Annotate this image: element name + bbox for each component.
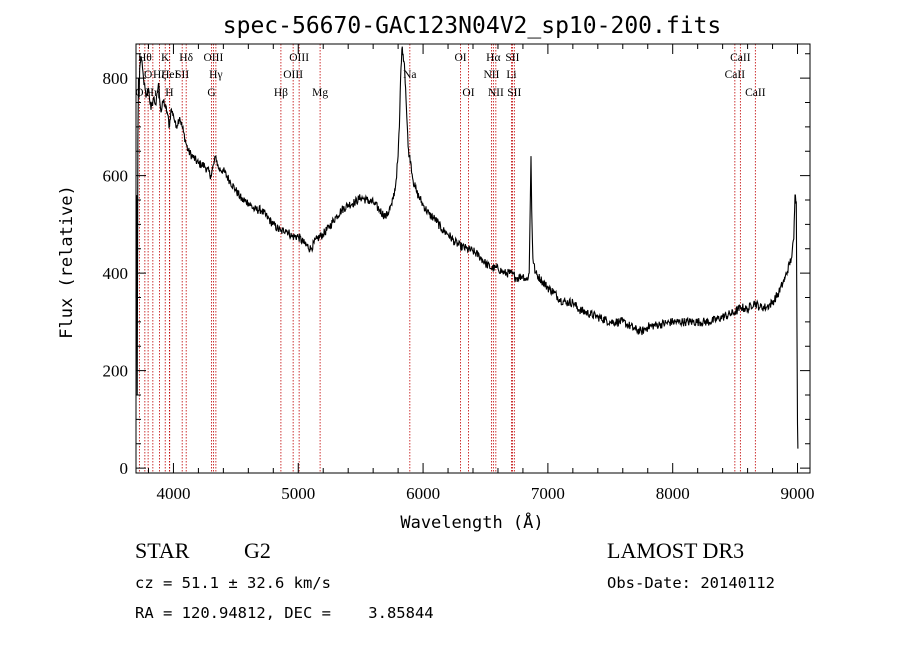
y-axis-label: Flux (relative): [57, 185, 77, 339]
redshift-cz: cz = 51.1 ± 32.6 km/s: [135, 574, 331, 592]
emission-line-label: Hβ: [274, 87, 288, 99]
emission-line-label: Hδ: [179, 52, 193, 64]
x-tick-label: 8000: [656, 484, 690, 503]
emission-line-label: Hγ: [209, 69, 222, 81]
emission-line-label: OIII: [203, 52, 223, 64]
y-tick-label: 400: [103, 264, 129, 283]
plot-frame: [135, 43, 811, 474]
x-tick-label: 4000: [156, 484, 190, 503]
emission-line-label: H: [165, 87, 173, 99]
emission-line-label: OI: [462, 87, 474, 99]
emission-line-label: O: [144, 69, 152, 81]
emission-line-label: SII: [505, 52, 519, 64]
emission-line-label: NII: [488, 87, 504, 99]
object-subclass: G2: [244, 538, 271, 563]
x-axis-ticks: 4000 5000 6000 7000 8000 9000: [147, 44, 815, 503]
y-tick-label: 200: [103, 362, 129, 381]
emission-line-label: CaII: [745, 87, 766, 99]
emission-line-label: SII: [507, 87, 521, 99]
y-tick-label: 800: [103, 69, 129, 88]
emission-line-markers: [138, 44, 756, 473]
emission-line-label: HeI: [161, 69, 178, 81]
spectrum-line: [135, 46, 799, 449]
x-tick-label: 9000: [781, 484, 815, 503]
x-axis-label: Wavelength (Å): [400, 511, 543, 533]
emission-line-label: Hα: [486, 52, 500, 64]
x-tick-label: 5000: [281, 484, 315, 503]
emission-line-label: G: [207, 87, 215, 99]
emission-line-label: CaII: [730, 52, 751, 64]
survey-name: LAMOST DR3: [607, 538, 745, 563]
chart-title: spec-56670-GAC123N04V2_sp10-200.fits: [223, 13, 722, 39]
coordinates: RA = 120.94812, DEC = 3.85844: [135, 604, 434, 622]
emission-line-label: OIII: [289, 52, 309, 64]
emission-line-label: Na: [403, 69, 416, 81]
x-tick-label: 7000: [531, 484, 565, 503]
emission-line-label: OI: [454, 52, 466, 64]
emission-line-label: NII: [483, 69, 499, 81]
emission-line-label: SII: [175, 69, 189, 81]
y-axis-ticks: 0 200 400 600 800: [103, 53, 810, 478]
object-class: STAR: [135, 538, 190, 563]
emission-line-label: Li: [506, 69, 516, 81]
emission-line-label: Mg: [312, 87, 328, 99]
x-tick-label: 6000: [406, 484, 440, 503]
emission-line-label: Hζ: [153, 69, 166, 81]
emission-line-label: K: [161, 52, 170, 64]
y-tick-label: 600: [103, 167, 129, 186]
emission-line-label: CaII: [725, 69, 746, 81]
emission-line-label: OIII: [283, 69, 303, 81]
y-tick-label: 0: [120, 459, 129, 478]
observation-date: Obs-Date: 20140112: [607, 574, 775, 592]
